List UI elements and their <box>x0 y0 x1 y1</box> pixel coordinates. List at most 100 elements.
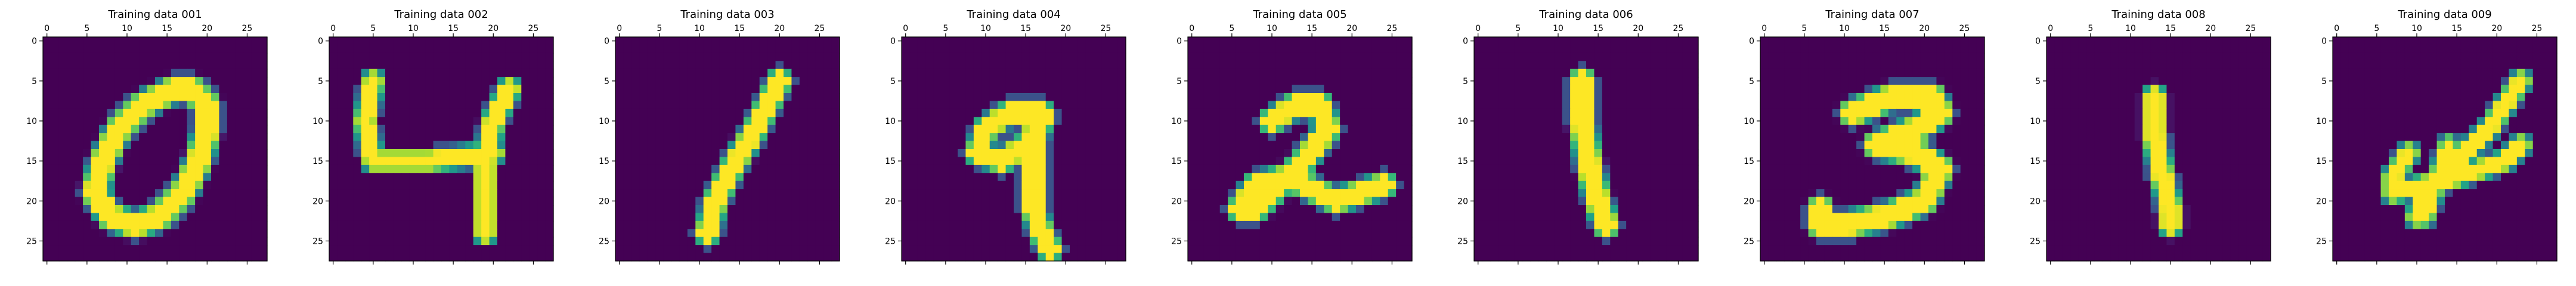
pixel <box>1038 93 1046 102</box>
pixel <box>83 213 92 222</box>
pixel <box>345 253 354 262</box>
pixel <box>727 141 736 150</box>
pixel <box>807 101 816 110</box>
pixel <box>735 253 744 262</box>
pixel <box>1586 245 1595 254</box>
pixel <box>1578 69 1587 77</box>
pixel <box>211 181 220 189</box>
pixel <box>1332 237 1340 245</box>
pixel <box>1602 117 1611 126</box>
pixel <box>1912 45 1921 54</box>
pixel <box>1474 77 1483 86</box>
pixel <box>727 125 736 133</box>
pixel <box>1482 85 1491 94</box>
pixel <box>163 229 172 238</box>
pixel <box>1021 133 1030 142</box>
pixel <box>925 253 934 262</box>
pixel <box>337 245 346 254</box>
pixel <box>775 133 784 142</box>
pixel <box>751 117 760 126</box>
pixel <box>385 253 394 262</box>
pixel <box>1928 45 1937 54</box>
pixel <box>369 164 378 173</box>
pixel <box>1332 101 1340 110</box>
pixel <box>1259 149 1268 158</box>
pixel <box>1396 181 1405 189</box>
pixel <box>831 220 840 229</box>
pixel <box>1029 253 1038 262</box>
pixel <box>1268 237 1277 245</box>
pixel <box>473 117 482 126</box>
pixel <box>615 69 624 77</box>
pixel <box>1005 77 1014 86</box>
pixel <box>1610 69 1619 77</box>
pixel <box>1371 205 1380 214</box>
pixel <box>1110 69 1119 77</box>
pixel <box>831 213 840 222</box>
pixel <box>1364 229 1373 238</box>
pixel <box>1594 197 1603 206</box>
pixel <box>1674 117 1683 126</box>
pixel <box>393 189 402 198</box>
pixel <box>1682 61 1691 70</box>
pixel <box>1284 149 1293 158</box>
pixel <box>1188 52 1197 61</box>
pixel <box>1203 133 1212 142</box>
pixel <box>1514 101 1523 110</box>
pixel <box>1085 149 1094 158</box>
pixel <box>393 237 402 245</box>
pixel <box>1196 45 1205 54</box>
pixel <box>1300 61 1309 70</box>
pixel <box>529 93 538 102</box>
pixel <box>1315 52 1324 61</box>
pixel <box>1538 37 1547 46</box>
pixel <box>83 37 92 46</box>
pixel <box>251 69 260 77</box>
pixel <box>727 61 736 70</box>
pixel <box>1404 164 1413 173</box>
pixel <box>385 189 394 198</box>
pixel <box>43 133 52 142</box>
pixel <box>203 237 212 245</box>
pixel <box>775 220 784 229</box>
pixel <box>767 93 776 102</box>
pixel <box>171 93 179 102</box>
pixel <box>179 213 188 222</box>
pixel <box>329 61 338 70</box>
pixel <box>1404 108 1413 117</box>
pixel <box>1602 45 1611 54</box>
pixel <box>1364 141 1373 150</box>
pixel <box>933 117 942 126</box>
x-tick-label: 25 <box>1387 24 1398 33</box>
x-tick-label: 10 <box>694 24 705 33</box>
pixel <box>393 117 402 126</box>
pixel <box>1284 93 1293 102</box>
pixel <box>147 133 156 142</box>
pixel <box>1396 245 1405 254</box>
pixel <box>1315 173 1324 182</box>
pixel <box>1110 189 1119 198</box>
pixel <box>449 149 458 158</box>
pixel <box>537 101 546 110</box>
pixel <box>1308 220 1317 229</box>
pixel <box>1474 141 1483 150</box>
pixel <box>227 181 236 189</box>
pixel <box>679 220 688 229</box>
pixel <box>663 108 672 117</box>
pixel <box>425 69 434 77</box>
pixel <box>671 133 680 142</box>
pixel <box>251 52 260 61</box>
pixel <box>784 173 792 182</box>
pixel <box>615 117 624 126</box>
pixel <box>1275 45 1284 54</box>
pixel <box>67 101 76 110</box>
digit-panel: Training data 004 0 5 10 15 20 25 0 5 10 15 20 25 <box>859 0 1145 286</box>
pixel <box>909 173 918 182</box>
pixel <box>123 213 132 222</box>
y-tick-label: 25 <box>1457 237 1468 246</box>
pixel <box>989 205 998 214</box>
pixel <box>973 245 982 254</box>
pixel <box>1618 245 1627 254</box>
pixel <box>513 205 522 214</box>
pixel <box>1546 245 1555 254</box>
